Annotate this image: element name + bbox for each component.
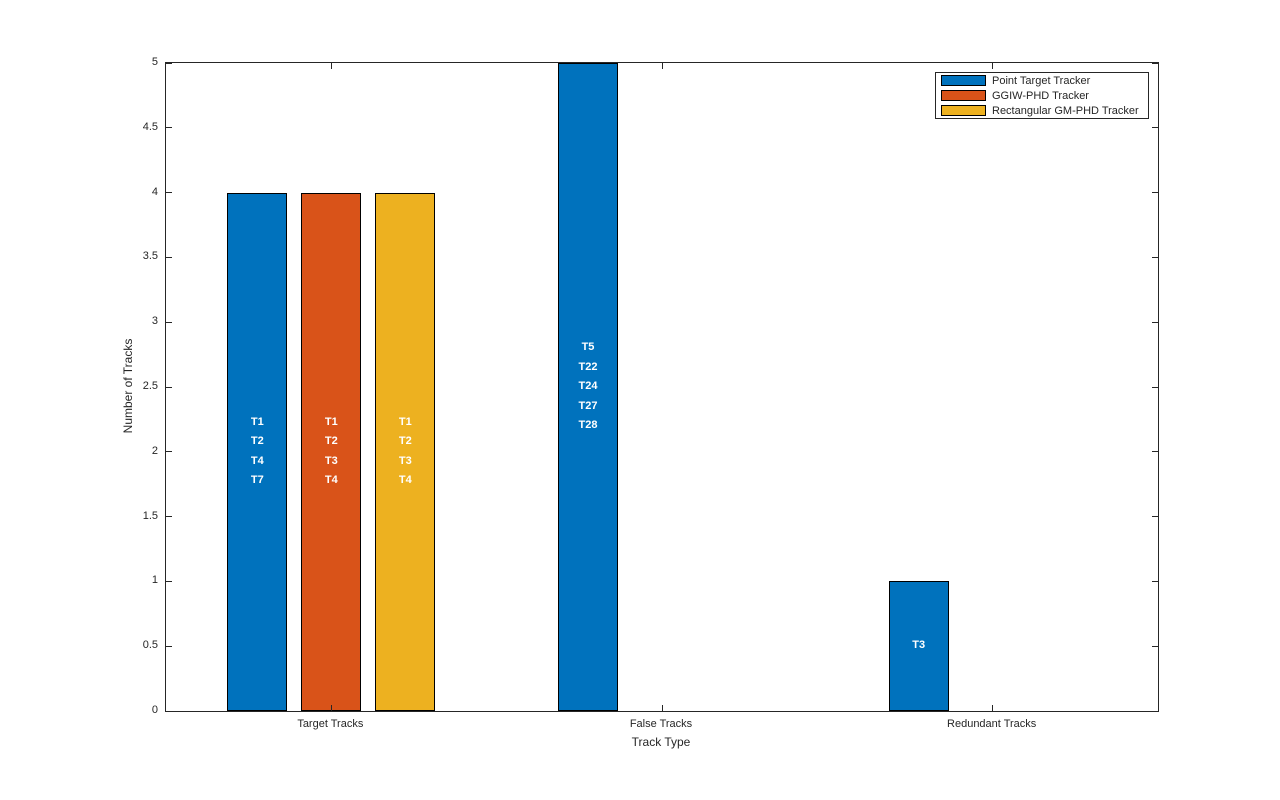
legend-color-swatch: [941, 105, 986, 116]
legend-item: GGIW-PHD Tracker: [936, 88, 1148, 103]
y-tick-mark: [166, 451, 172, 453]
y-tick-mark: [166, 256, 172, 258]
bar-track-label: T28: [578, 419, 598, 432]
x-tick-mark: [992, 705, 994, 711]
x-tick-mark: [661, 705, 663, 711]
x-tick-mark: [992, 63, 994, 69]
bar-track-label: T2: [324, 435, 338, 448]
y-tick-mark: [1152, 580, 1158, 582]
bar-track-label: T5: [581, 341, 595, 354]
bar-track-label: T4: [324, 474, 338, 487]
y-tick-mark: [1152, 645, 1158, 647]
bar-track-label: T3: [398, 454, 412, 467]
x-tick-mark: [330, 63, 332, 69]
bar-track-label: T4: [398, 474, 412, 487]
y-tick-mark: [1152, 256, 1158, 258]
y-tick-mark: [1152, 321, 1158, 323]
y-tick-mark: [166, 386, 172, 388]
bar-track-label: T22: [578, 360, 598, 373]
legend: Point Target Tracker GGIW-PHD Tracker Rect…: [935, 72, 1149, 119]
legend-item: Rectangular GM-PHD Tracker: [936, 103, 1148, 118]
bar-track-label: T1: [250, 415, 264, 428]
x-tick-mark: [330, 705, 332, 711]
y-tick-label: 3: [151, 315, 158, 328]
bar-2-1: T1 T2 T3 T4: [301, 192, 362, 711]
y-tick-label: 0.5: [142, 639, 158, 652]
plot-area: T1 T2 T4 T7 T5 T22 T24 T27 T28 T3 T1 T2 T3 T4 T1 T2 T3 T4: [165, 62, 1159, 712]
y-tick-mark: [166, 710, 172, 712]
bar-track-label: T27: [578, 399, 598, 412]
y-tick-label: 3.5: [142, 250, 158, 263]
bar-track-label: T3: [912, 639, 926, 652]
y-tick-label: 4.5: [142, 120, 158, 133]
y-tick-label: 5: [151, 56, 158, 68]
bar-track-label: T2: [250, 435, 264, 448]
y-axis-label: Number of Tracks: [121, 338, 135, 434]
bar-track-label: T4: [250, 454, 264, 467]
y-tick-mark: [1152, 192, 1158, 194]
y-tick-mark: [1152, 451, 1158, 453]
y-tick-mark: [1152, 516, 1158, 518]
bar-track-label: T1: [324, 415, 338, 428]
bar-3-1: T1 T2 T3 T4: [375, 192, 436, 711]
y-tick-mark: [166, 192, 172, 194]
bar-1-2: T5 T22 T24 T27 T28: [558, 63, 618, 711]
y-tick-label: 4: [151, 185, 158, 198]
y-tick-mark: [166, 516, 172, 518]
y-tick-label: 0: [151, 704, 158, 716]
legend-label: Rectangular GM-PHD Tracker: [992, 104, 1139, 117]
bar-track-label: T1: [398, 415, 412, 428]
x-category-label: False Tracks: [629, 718, 693, 730]
bar-1-1: T1 T2 T4 T7: [227, 192, 288, 711]
y-tick-mark: [166, 321, 172, 323]
x-axis-label: Track Type: [631, 735, 691, 749]
y-tick-label: 2: [151, 444, 158, 457]
x-tick-mark: [661, 63, 663, 69]
y-tick-mark: [166, 645, 172, 647]
ticks-layer: [166, 62, 1158, 712]
y-tick-label: 1: [151, 574, 158, 587]
y-tick-mark: [166, 127, 172, 129]
bar-1-3: T3: [888, 581, 949, 711]
y-tick-mark: [166, 62, 172, 64]
y-tick-mark: [1152, 386, 1158, 388]
bar-track-label: T3: [324, 454, 338, 467]
legend-item: Point Target Tracker: [936, 73, 1148, 88]
x-category-label: Target Tracks: [297, 718, 364, 730]
legend-color-swatch: [941, 75, 986, 86]
legend-label: GGIW-PHD Tracker: [992, 89, 1089, 102]
bar-track-label: T7: [250, 474, 264, 487]
bar-track-label: T2: [398, 435, 412, 448]
y-tick-mark: [1152, 62, 1158, 64]
legend-label: Point Target Tracker: [992, 74, 1091, 87]
y-tick-label: 2.5: [142, 380, 158, 392]
y-tick-mark: [1152, 710, 1158, 712]
legend-color-swatch: [941, 90, 986, 101]
bar-track-label: T24: [578, 380, 598, 393]
x-category-label: Redundant Tracks: [947, 718, 1037, 730]
y-tick-label: 1.5: [142, 509, 158, 522]
bars-layer: T1 T2 T4 T7 T5 T22 T24 T27 T28 T3 T1 T2 T3 T4 T1 T2 T3 T4: [166, 63, 1158, 711]
y-tick-mark: [166, 580, 172, 582]
y-tick-mark: [1152, 127, 1158, 129]
